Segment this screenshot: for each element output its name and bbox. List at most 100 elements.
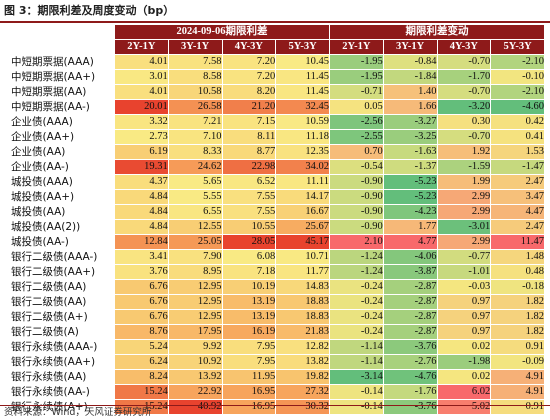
col-header: 2Y-1Y [329, 39, 384, 55]
spread-cell: 17.95 [167, 324, 223, 340]
change-cell: -3.14 [329, 369, 384, 385]
table-row: 企业债(AA) 6.19 8.33 8.77 12.35 0.70 -1.63 1.92 1.5… [10, 144, 545, 160]
table-row: 银行二级债(AA) 6.76 12.95 10.19 14.83 -0.24 -2.87 -0… [10, 279, 545, 295]
change-cell: -0.90 [329, 189, 384, 205]
change-cell: 0.42 [490, 114, 545, 130]
change-cell: -1.14 [329, 339, 384, 355]
change-cell: 1.82 [490, 324, 545, 340]
change-cell: 1.48 [490, 249, 545, 265]
spread-cell: 26.58 [167, 99, 223, 115]
row-label: 银行二级债(AA) [10, 279, 115, 295]
change-cell: -0.90 [329, 174, 384, 190]
change-cell: -2.76 [382, 354, 438, 370]
spread-cell: 12.95 [167, 294, 223, 310]
change-cell: 2.99 [436, 234, 492, 250]
spread-cell: 12.82 [275, 339, 330, 355]
spread-cell: 25.67 [275, 219, 330, 235]
change-cell: 2.10 [329, 234, 384, 250]
row-label: 银行永续债(A+) [10, 399, 115, 415]
header-corner [10, 24, 115, 55]
change-cell: 0.41 [490, 129, 545, 145]
table-row: 城投债(AAA) 4.37 5.65 6.52 11.11 -0.90 -5.23 1.99 2… [10, 174, 545, 190]
spread-table: 2024-09-06期限利差 期限利差变动 2Y-1Y 3Y-1Y 4Y-3Y … [10, 24, 545, 415]
change-cell: -1.76 [382, 384, 438, 400]
spread-cell: 15.24 [114, 384, 169, 400]
spread-cell: 11.77 [275, 264, 330, 280]
change-cell: -0.24 [329, 324, 384, 340]
change-cell: -2.10 [490, 84, 545, 100]
spread-cell: 13.19 [221, 309, 277, 325]
spread-cell: 4.84 [114, 219, 169, 235]
change-cell: 0.70 [329, 144, 384, 160]
table-row: 城投债(AA) 4.84 6.55 7.55 16.67 -0.90 -4.23 2.99 4.… [10, 204, 545, 220]
spread-cell: 7.18 [221, 264, 277, 280]
change-cell: -2.87 [382, 279, 438, 295]
change-cell: -1.24 [329, 249, 384, 265]
spread-cell: 10.92 [167, 354, 223, 370]
change-cell: -0.14 [329, 384, 384, 400]
title-rule [0, 21, 550, 23]
change-cell: -1.70 [436, 69, 492, 85]
row-label: 中短期票据(AA+) [10, 69, 115, 85]
change-cell: 1.53 [490, 144, 545, 160]
change-cell: -0.84 [382, 54, 438, 70]
group-header-row: 2024-09-06期限利差 期限利差变动 [10, 24, 545, 55]
spread-cell: 22.98 [221, 159, 277, 175]
change-cell: 0.05 [329, 99, 384, 115]
change-cell: -1.01 [436, 264, 492, 280]
table-row: 银行二级债(A+) 6.76 12.95 13.19 18.83 -0.24 -2.87 0.… [10, 309, 545, 325]
row-label: 城投债(AA-) [10, 234, 115, 250]
change-cell: 0.30 [436, 114, 492, 130]
table-row: 银行永续债(AA+) 6.24 10.92 7.95 13.82 -1.14 -2.76 -1… [10, 354, 545, 370]
spread-cell: 21.20 [221, 99, 277, 115]
spread-cell: 12.95 [167, 279, 223, 295]
change-cell: 3.47 [490, 189, 545, 205]
change-cell: -1.98 [436, 354, 492, 370]
spread-cell: 4.01 [114, 84, 169, 100]
spread-cell: 10.71 [275, 249, 330, 265]
table-row: 城投债(AA(2)) 4.84 12.55 10.55 25.67 -0.90 1.77 -3… [10, 219, 545, 235]
spread-cell: 21.83 [275, 324, 330, 340]
spread-cell: 19.31 [114, 159, 169, 175]
col-header: 3Y-1Y [382, 39, 438, 55]
col-header: 3Y-1Y [167, 39, 223, 55]
spread-cell: 3.32 [114, 114, 169, 130]
spread-cell: 12.35 [275, 144, 330, 160]
change-cell: -0.70 [436, 129, 492, 145]
row-label: 银行永续债(AAA-) [10, 339, 115, 355]
change-cell: 0.97 [436, 324, 492, 340]
spread-cell: 10.45 [275, 54, 330, 70]
row-label: 银行二级债(AA) [10, 294, 115, 310]
spread-cell: 8.33 [167, 144, 223, 160]
row-label: 银行二级债(A) [10, 324, 115, 340]
spread-cell: 14.17 [275, 189, 330, 205]
change-cell: -5.23 [382, 174, 438, 190]
table-row: 企业债(AA-) 19.31 24.62 22.98 34.02 -0.54 -1.37 -1… [10, 159, 545, 175]
row-label: 中短期票据(AA) [10, 84, 115, 100]
change-cell: -3.20 [436, 99, 492, 115]
spread-cell: 7.21 [167, 114, 223, 130]
change-cell: 0.91 [490, 339, 545, 355]
change-cell: 0.48 [490, 264, 545, 280]
spread-cell: 4.84 [114, 189, 169, 205]
spread-cell: 6.76 [114, 294, 169, 310]
spread-cell: 6.76 [114, 279, 169, 295]
spread-cell: 34.02 [275, 159, 330, 175]
spread-cell: 10.19 [221, 279, 277, 295]
figure-title: 图 3：期限利差及周度变动（bp） [4, 4, 175, 17]
change-cell: -0.90 [329, 219, 384, 235]
spread-cell: 4.01 [114, 54, 169, 70]
table-row: 企业债(AAA) 3.32 7.21 7.15 10.59 -2.56 -3.27 0.30 0… [10, 114, 545, 130]
change-cell: 1.82 [490, 309, 545, 325]
row-label: 城投债(AA+) [10, 189, 115, 205]
col-header: 2Y-1Y [114, 39, 169, 55]
spread-cell: 5.65 [167, 174, 223, 190]
change-cell: -3.25 [382, 129, 438, 145]
change-cell: -3.76 [382, 339, 438, 355]
table-row: 银行二级债(A) 8.76 17.95 16.19 21.83 -0.24 -2.87 0.9… [10, 324, 545, 340]
change-cell: 11.47 [490, 234, 545, 250]
table-row: 银行永续债(AA) 8.24 13.92 11.95 19.82 -3.14 -4.76 0.… [10, 369, 545, 385]
change-cell: 2.47 [490, 219, 545, 235]
spread-cell: 16.19 [221, 324, 277, 340]
spread-cell: 7.15 [221, 114, 277, 130]
